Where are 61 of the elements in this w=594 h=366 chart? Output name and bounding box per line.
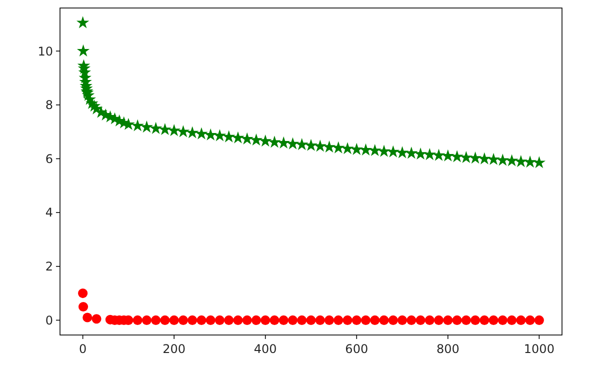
point (206, 315, 216, 325)
y-tick-label: 0 (45, 313, 53, 328)
point (297, 315, 307, 325)
point (288, 315, 298, 325)
point (434, 315, 444, 325)
point (352, 315, 362, 325)
point (379, 315, 389, 325)
point (142, 315, 152, 325)
point (82, 312, 92, 322)
point (214, 315, 225, 325)
x-tick-label: 200 (162, 342, 186, 356)
point (488, 315, 498, 325)
point (443, 315, 453, 325)
point (224, 315, 234, 325)
point (160, 315, 170, 325)
point (470, 315, 480, 325)
point (188, 315, 198, 325)
point (270, 315, 280, 325)
point (416, 315, 426, 325)
point (132, 315, 142, 325)
point (324, 315, 334, 325)
point (306, 315, 316, 325)
point (260, 315, 270, 325)
x-tick-label: 600 (345, 342, 368, 356)
point (334, 315, 344, 325)
point (78, 302, 88, 312)
point (178, 315, 188, 325)
point (151, 315, 161, 325)
x-tick-label: 400 (254, 342, 277, 356)
point (360, 315, 371, 325)
y-tick-label: 8 (45, 98, 53, 112)
x-tick-label: 1000 (524, 342, 554, 356)
point (233, 315, 243, 325)
point (397, 315, 408, 325)
point (342, 315, 352, 325)
point (196, 315, 206, 325)
point (498, 315, 508, 325)
point (278, 315, 288, 325)
point (507, 315, 517, 325)
point (251, 315, 262, 325)
y-tick-label: 4 (45, 206, 53, 220)
x-tick-label: 0 (79, 342, 87, 356)
y-tick-label: 6 (45, 152, 53, 166)
y-tick-label: 10 (38, 44, 53, 58)
point (534, 315, 544, 325)
point (315, 315, 325, 325)
point (92, 314, 102, 324)
point (452, 315, 462, 325)
point (480, 315, 490, 325)
y-tick-label: 2 (45, 260, 53, 274)
point (516, 315, 526, 325)
point (406, 315, 416, 325)
point (525, 315, 535, 325)
x-tick-label: 800 (436, 342, 460, 356)
point (461, 315, 471, 325)
point (388, 315, 398, 325)
point (370, 315, 380, 325)
point (424, 315, 434, 325)
point (242, 315, 252, 325)
point (78, 288, 88, 298)
point (169, 315, 179, 325)
